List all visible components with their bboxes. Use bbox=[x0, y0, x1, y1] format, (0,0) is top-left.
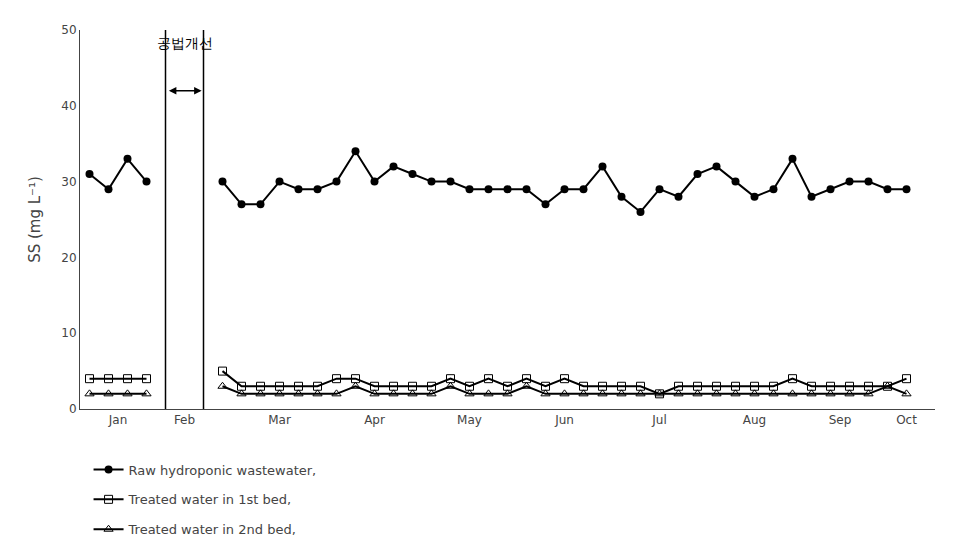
svg-text:20: 20 bbox=[61, 251, 76, 265]
svg-text:Oct: Oct bbox=[896, 413, 917, 427]
svg-text:Sep: Sep bbox=[829, 413, 852, 427]
svg-text:50: 50 bbox=[61, 23, 76, 37]
svg-text:Apr: Apr bbox=[364, 413, 385, 427]
svg-text:Jan: Jan bbox=[108, 413, 128, 427]
svg-text:Treated water in 1st bed,: Treated water in 1st bed, bbox=[128, 492, 292, 507]
svg-text:Treated water in 2nd bed,: Treated water in 2nd bed, bbox=[128, 522, 296, 537]
svg-text:Mar: Mar bbox=[268, 413, 291, 427]
svg-text:Feb: Feb bbox=[174, 413, 195, 427]
svg-text:공법개선: 공법개선 bbox=[157, 35, 213, 51]
svg-text:May: May bbox=[457, 413, 482, 427]
svg-text:Jul: Jul bbox=[651, 413, 666, 427]
svg-text:10: 10 bbox=[61, 326, 76, 340]
svg-text:40: 40 bbox=[61, 99, 76, 113]
svg-text:Aug: Aug bbox=[743, 413, 766, 427]
svg-text:30: 30 bbox=[61, 175, 76, 189]
svg-text:Jun: Jun bbox=[554, 413, 574, 427]
svg-text:SS (mg L⁻¹): SS (mg L⁻¹) bbox=[26, 176, 44, 263]
svg-text:Raw hydroponic wastewater,: Raw hydroponic wastewater, bbox=[129, 463, 317, 478]
svg-text:0: 0 bbox=[69, 402, 77, 416]
